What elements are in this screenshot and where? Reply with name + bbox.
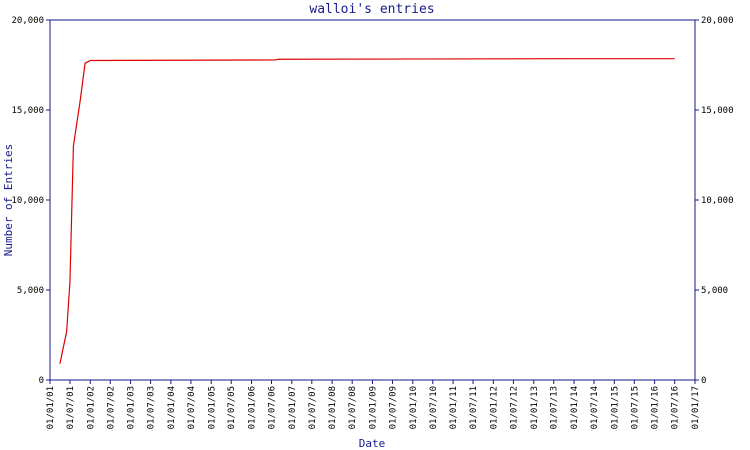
x-tick-label: 01/07/08 [348,386,358,429]
x-tick-label: 01/07/12 [509,386,519,429]
x-tick-label: 01/07/01 [66,386,76,429]
x-tick-label: 01/07/16 [671,386,681,429]
x-tick-label: 01/07/05 [227,386,237,429]
y2-tick-label: 20,000 [701,16,734,26]
y2-tick-label: 15,000 [701,106,734,116]
x-tick-label: 01/01/11 [449,386,459,429]
y2-tick-label: 5,000 [701,286,728,296]
y-tick-label: 20,000 [11,16,44,26]
x-tick-label: 01/01/02 [86,386,96,429]
chart-title: walloi's entries [309,2,434,17]
y-tick-label: 5,000 [17,286,44,296]
x-tick-label: 01/07/04 [187,386,197,429]
x-tick-label: 01/07/13 [550,386,560,429]
x-tick-label: 01/01/13 [530,386,540,429]
plot-frame [49,19,696,381]
x-tick-label: 01/01/07 [288,386,298,429]
data-line [59,58,675,364]
x-tick-label: 01/07/03 [147,386,157,429]
x-tick-label: 01/07/07 [308,386,318,429]
x-tick-label: 01/01/15 [610,386,620,429]
y-axis-label: Number of Entries [2,144,15,257]
y-tick-label: 15,000 [11,106,44,116]
x-tick-label: 01/07/11 [469,386,479,429]
x-tick-label: 01/01/03 [127,386,137,429]
x-tick-label: 01/07/09 [388,386,398,429]
x-tick-label: 01/07/02 [106,386,116,429]
x-tick-label: 01/01/16 [651,386,661,429]
y-tick-label: 0 [39,376,44,386]
y2-tick-label: 10,000 [701,196,734,206]
x-tick-label: 01/01/17 [691,386,701,429]
x-tick-label: 01/07/10 [429,386,439,429]
x-tick-label: 01/01/06 [248,386,258,429]
x-tick-label: 01/01/12 [489,386,499,429]
x-tick-label: 01/01/04 [167,386,177,429]
x-tick-label: 01/01/08 [328,386,338,429]
x-tick-label: 01/01/05 [207,386,217,429]
y-tick-label: 10,000 [11,196,44,206]
y2-tick-label: 0 [701,376,706,386]
x-tick-label: 01/01/09 [369,386,379,429]
x-tick-label: 01/07/15 [630,386,640,429]
x-axis-label: Date [359,437,386,450]
x-tick-label: 01/01/10 [409,386,419,429]
x-tick-label: 01/07/06 [268,386,278,429]
x-tick-label: 01/07/14 [590,386,600,429]
x-tick-label: 01/01/14 [570,386,580,429]
x-tick-label: 01/01/01 [46,386,56,429]
